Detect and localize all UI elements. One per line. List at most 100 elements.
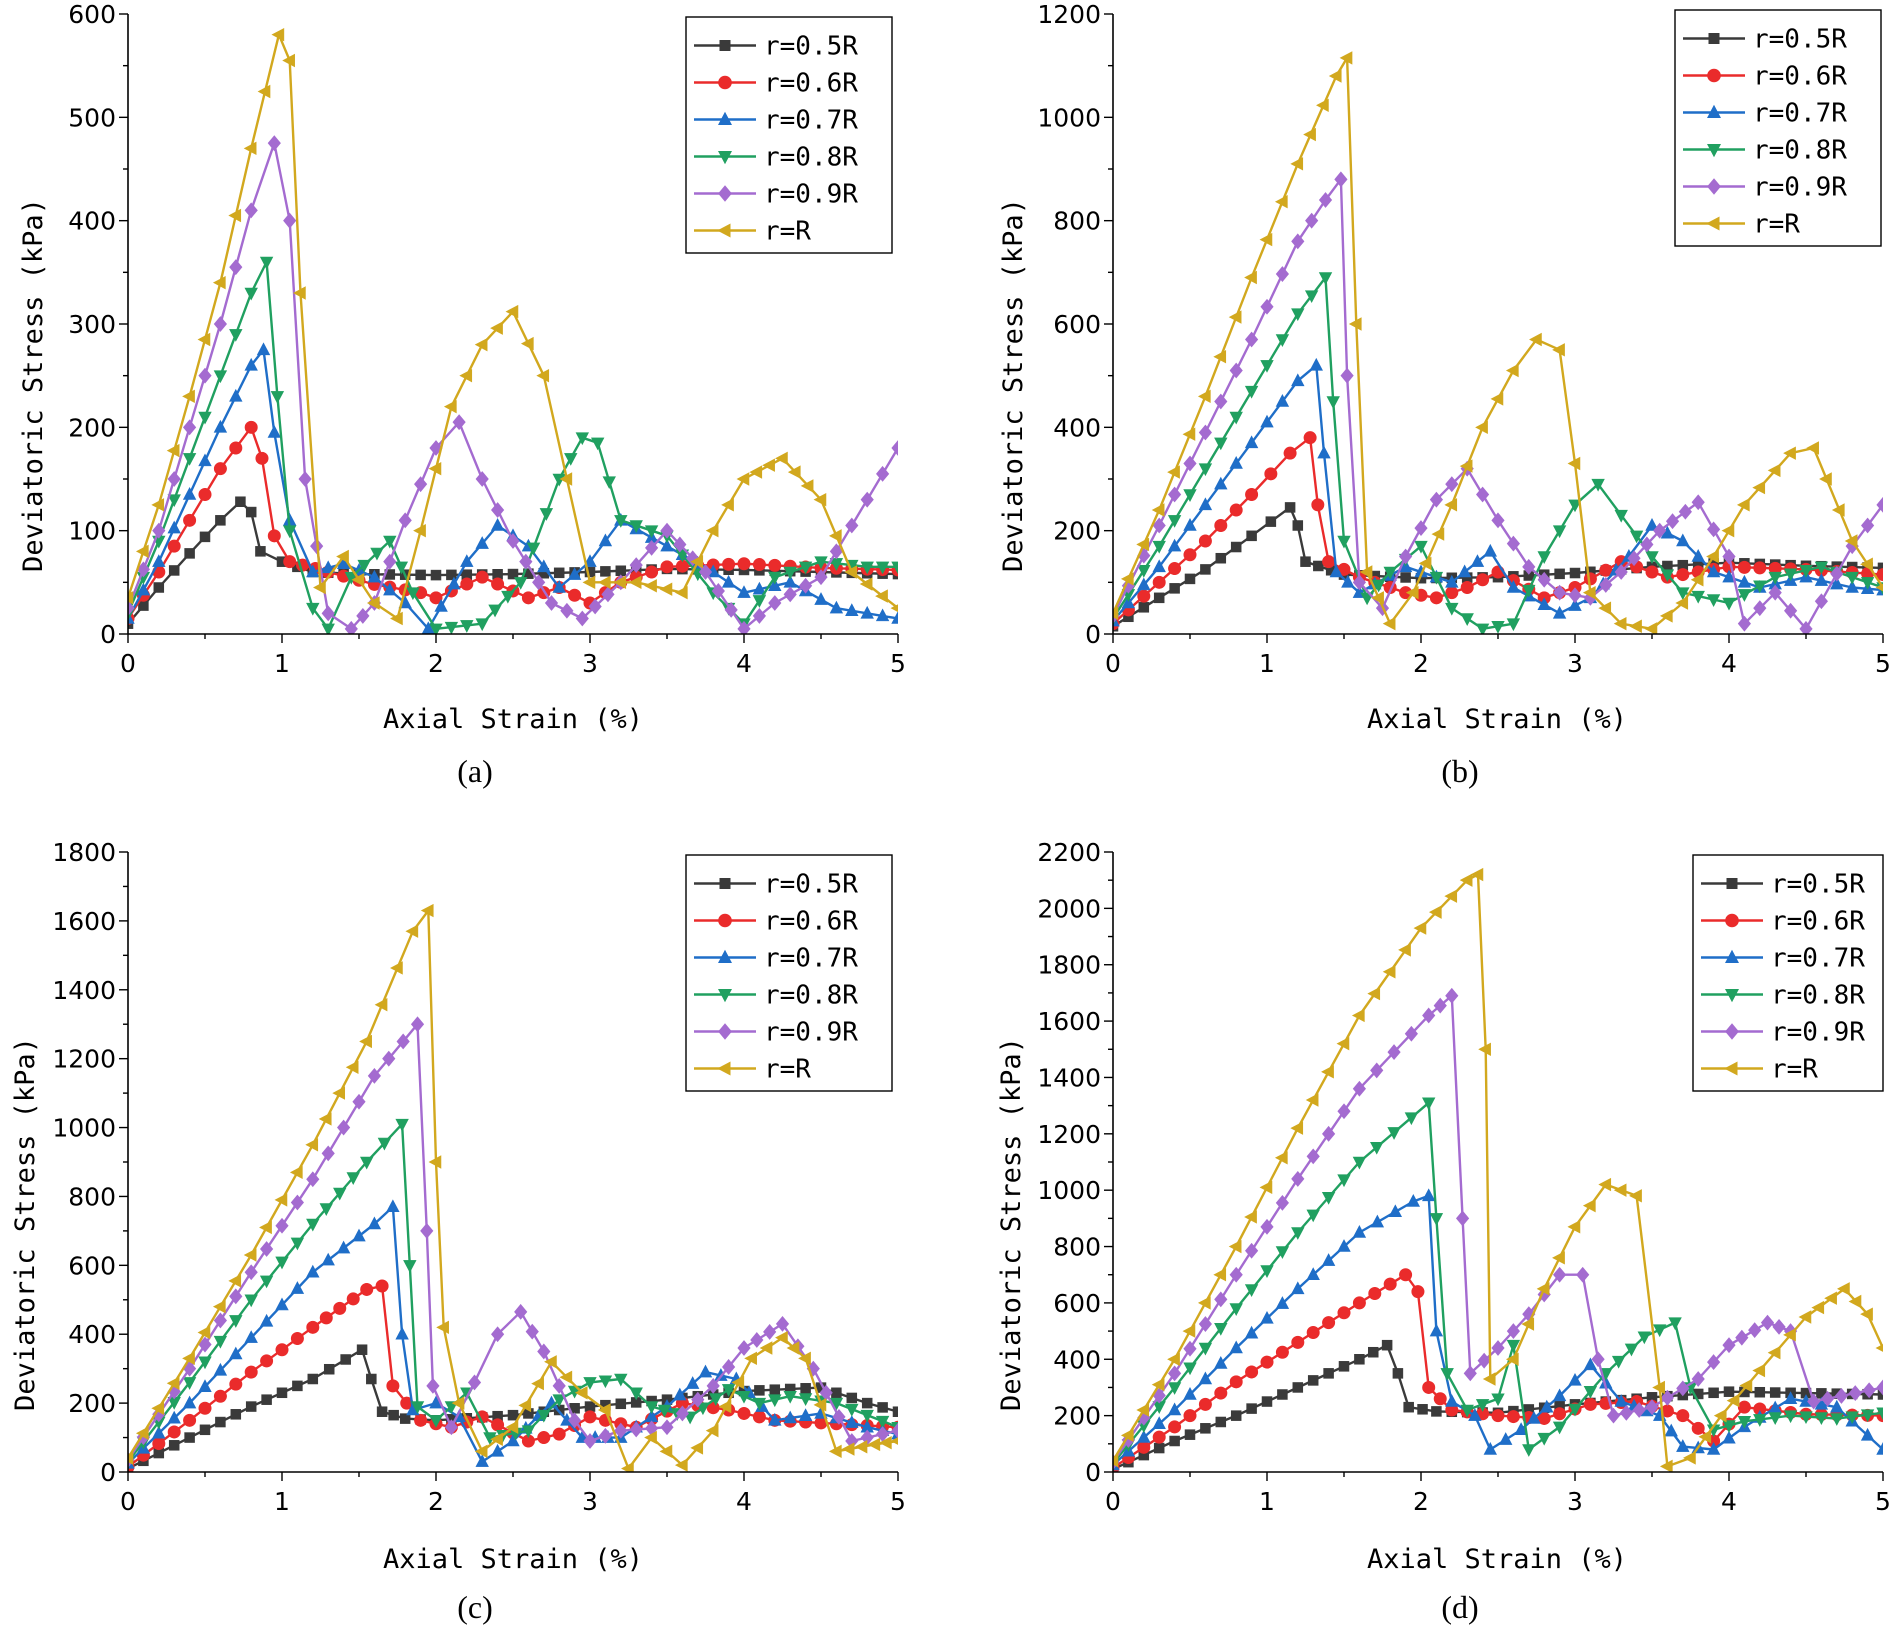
data-point-r=R: [1683, 1451, 1696, 1465]
data-point-r=0.8R: [1321, 1191, 1336, 1205]
data-point-r=0.5R: [1354, 1354, 1365, 1365]
legend-swatch-marker: [1707, 144, 1721, 158]
data-point-r=0.8R: [1737, 589, 1752, 602]
data-point-r=R: [1536, 1282, 1550, 1296]
data-point-r=0.6R: [333, 1301, 347, 1315]
y-tick-label: 800: [1053, 1233, 1101, 1262]
data-point-r=0.5R: [1307, 1375, 1319, 1386]
data-point-r=0.5R: [1261, 1396, 1273, 1407]
data-point-r=R: [318, 1112, 332, 1126]
y-axis-label: Deviatoric Stress (kPa): [996, 1037, 1027, 1411]
data-point-r=0.9R: [1599, 577, 1613, 593]
data-point-r=0.8R: [845, 1403, 859, 1417]
data-point-r=R: [582, 575, 596, 590]
data-point-r=0.8R: [182, 1377, 197, 1390]
data-point-r=0.5R: [168, 565, 180, 576]
data-point-r=0.6R: [167, 1425, 181, 1439]
data-point-r=0.9R: [1830, 565, 1844, 582]
data-point-r=R: [332, 1086, 346, 1100]
legend-swatch-marker: [1707, 68, 1721, 83]
data-point-r=0.9R: [1665, 513, 1680, 530]
x-tick-label: 1: [1259, 649, 1275, 678]
subplot-b: Deviatoric Stress (kPa) Axial Strain (%)…: [998, 0, 1891, 789]
legend-item: r=0.9R: [694, 1018, 858, 1048]
data-point-r=0.7R: [386, 1199, 400, 1213]
data-point-r=R: [841, 1442, 855, 1456]
data-point-r=0.7R: [1645, 518, 1659, 531]
data-point-r=0.7R: [845, 1415, 859, 1428]
data-point-r=0.9R: [1591, 1351, 1605, 1368]
data-point-r=R: [128, 591, 134, 605]
x-tick-label: 4: [1721, 649, 1737, 678]
data-point-r=0.7R: [552, 580, 566, 593]
data-point-r=0.6R: [475, 570, 489, 584]
data-point-r=0.7R: [1676, 1439, 1690, 1452]
data-point-r=0.8R: [1260, 1265, 1274, 1278]
data-point-r=0.9R: [1848, 1385, 1862, 1401]
panel-caption: (d): [1441, 1589, 1478, 1625]
data-point-r=0.8R: [768, 571, 782, 585]
data-point-r=0.5R: [1184, 573, 1196, 585]
data-point-r=R: [1213, 1268, 1227, 1282]
data-point-r=0.6R: [1383, 1277, 1397, 1291]
data-point-r=0.9R: [568, 1412, 582, 1429]
data-point-r=0.9R: [1632, 1402, 1646, 1418]
data-point-r=R: [859, 577, 873, 591]
legend-item: r=0.7R: [1683, 99, 1847, 129]
data-point-r=0.6R: [183, 1413, 197, 1427]
data-point-r=0.9R: [1862, 1382, 1876, 1399]
data-point-r=R: [1675, 596, 1689, 610]
data-point-r=0.7R: [1329, 564, 1343, 578]
legend-label: r=0.9R: [764, 180, 858, 210]
legend-label: r=0.9R: [1771, 1018, 1865, 1048]
y-tick-label: 1600: [52, 907, 116, 936]
data-point-r=0.5R: [1313, 560, 1324, 572]
data-point-r=0.9R: [1537, 571, 1551, 588]
x-tick-label: 3: [1567, 649, 1583, 678]
data-point-r=R: [1259, 1180, 1273, 1195]
data-point-r=0.6R: [1168, 1420, 1182, 1434]
data-point-r=R: [1290, 1121, 1304, 1135]
data-point-r=0.9R: [876, 465, 890, 482]
data-point-r=0.9R: [244, 1264, 258, 1281]
data-point-r=0.9R: [475, 471, 489, 487]
data-point-r=R: [1629, 619, 1642, 633]
data-point-r=R: [1274, 1151, 1288, 1165]
data-point-r=R: [182, 1351, 195, 1366]
data-point-r=0.8R: [1152, 540, 1166, 554]
y-tick-label: 100: [68, 517, 116, 546]
data-point-r=0.9R: [673, 536, 687, 553]
legend-label: r=0.9R: [1753, 173, 1847, 203]
data-point-r=0.8R: [444, 621, 459, 634]
data-point-r=0.9R: [1463, 1365, 1477, 1382]
data-point-r=0.9R: [860, 491, 874, 508]
data-point-r=0.8R: [752, 1397, 767, 1411]
data-point-r=R: [787, 465, 801, 479]
data-point-r=0.9R: [298, 471, 312, 487]
data-point-r=0.9R: [1753, 600, 1767, 617]
data-point-r=0.9R: [514, 1303, 528, 1320]
data-point-r=0.8R: [1537, 551, 1551, 564]
data-point-r=0.9R: [1229, 362, 1243, 379]
data-layer: [1113, 51, 1883, 634]
data-point-r=0.9R: [1198, 424, 1212, 441]
data-point-r=R: [390, 611, 403, 626]
data-point-r=0.8R: [1783, 1410, 1798, 1424]
data-point-r=0.7R: [152, 1425, 166, 1439]
data-point-r=0.7R: [275, 1297, 289, 1311]
data-point-r=0.9R: [763, 1324, 777, 1340]
data-point-r=0.8R: [167, 494, 181, 508]
legend: r=0.5R r=0.6R r=0.7R r=0.8R r=0.9R r=R: [685, 854, 893, 1092]
data-point-r=0.9R: [1772, 1318, 1786, 1335]
data-point-r=R: [490, 321, 503, 335]
data-point-r=0.6R: [1411, 1285, 1425, 1299]
data-point-r=R: [1459, 873, 1473, 887]
x-axis-label: Axial Strain (%): [383, 1544, 643, 1575]
data-point-r=0.8R: [1653, 1324, 1667, 1338]
data-point-r=0.7R: [660, 538, 674, 552]
data-point-r=0.9R: [1168, 486, 1182, 503]
data-point-r=0.7R: [1664, 1423, 1678, 1437]
data-point-r=0.8R: [1645, 551, 1659, 564]
data-point-r=0.6R: [1737, 1400, 1751, 1414]
data-point-r=0.9R: [525, 1323, 539, 1340]
